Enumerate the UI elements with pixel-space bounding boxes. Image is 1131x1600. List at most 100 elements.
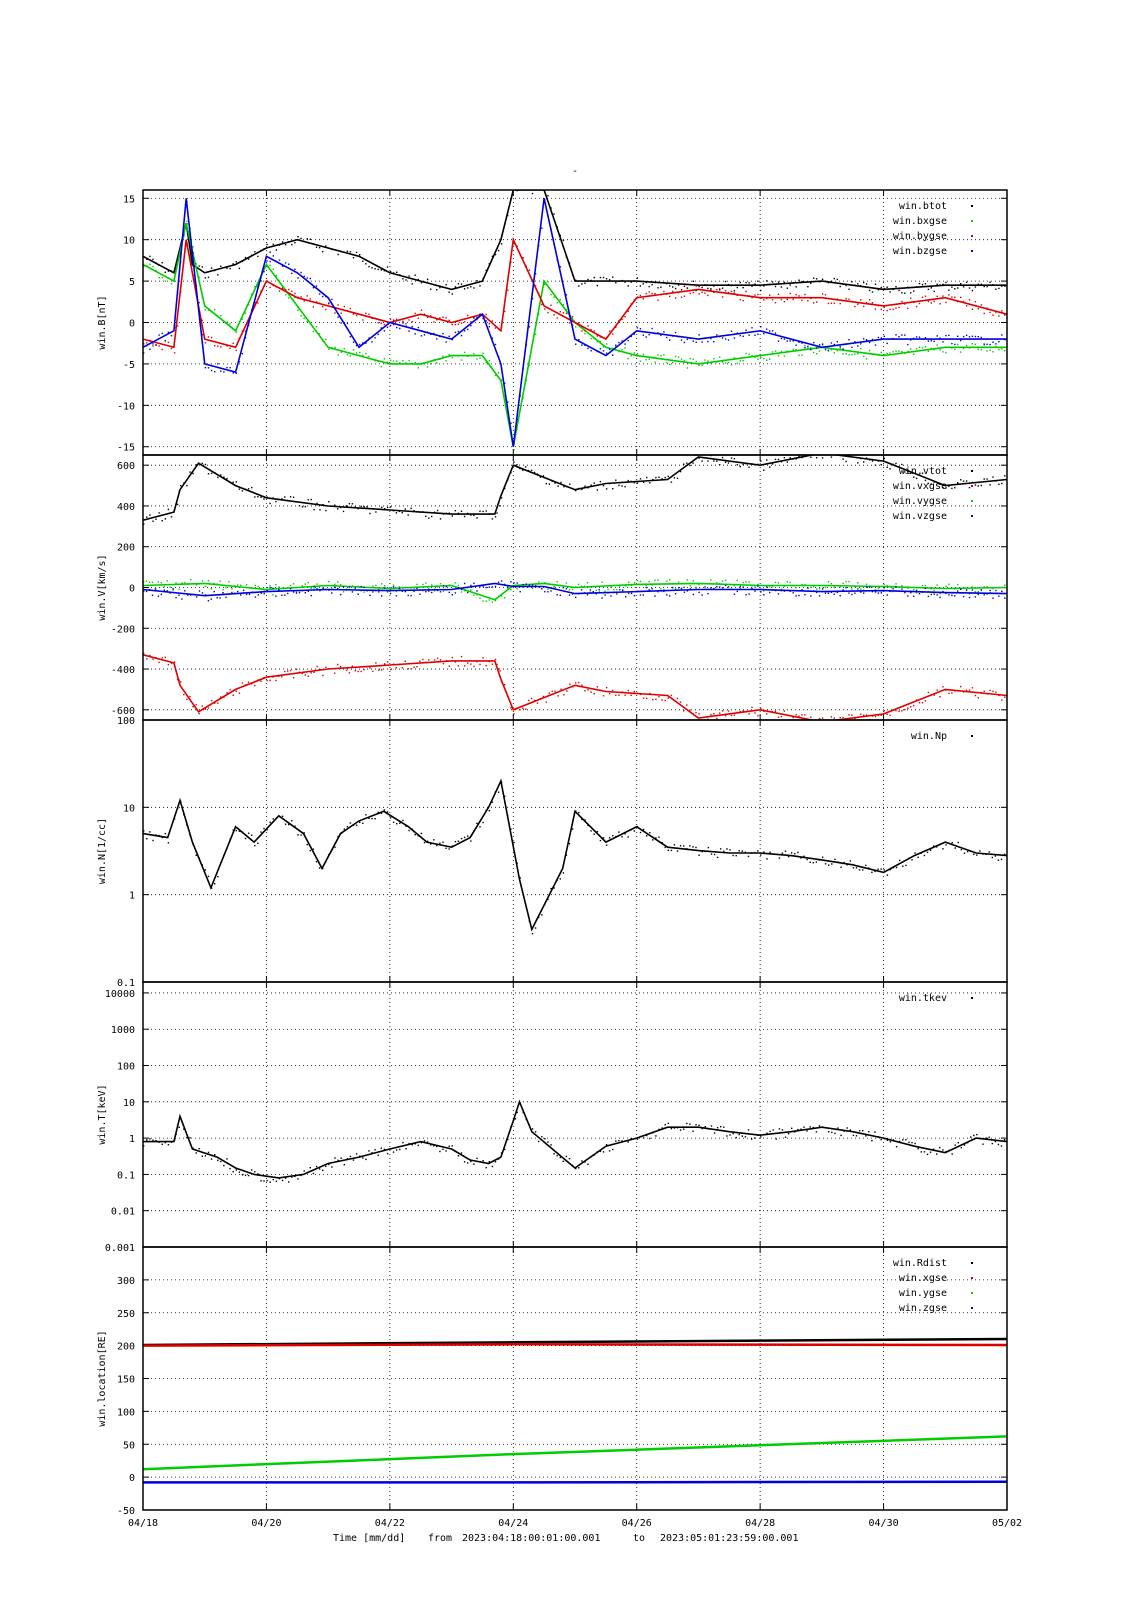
data-point <box>751 285 753 287</box>
data-point <box>618 831 620 833</box>
data-point <box>339 666 342 668</box>
data-point <box>404 660 406 662</box>
data-point <box>183 262 185 264</box>
data-point <box>848 354 850 356</box>
data-point <box>851 588 853 590</box>
data-point <box>965 281 968 283</box>
data-point <box>404 508 406 510</box>
data-point <box>754 590 756 592</box>
data-point <box>152 1139 154 1141</box>
data-point <box>451 293 453 295</box>
data-point <box>226 847 228 849</box>
data-point <box>724 338 727 340</box>
data-point <box>352 349 355 351</box>
data-point <box>232 1171 234 1173</box>
data-point <box>322 340 324 342</box>
data-point <box>769 283 771 285</box>
data-point <box>470 286 472 288</box>
data-point <box>760 460 762 462</box>
data-point <box>436 362 438 364</box>
data-point <box>809 1126 811 1128</box>
data-point <box>716 284 718 287</box>
data-point <box>851 300 853 303</box>
data-point <box>352 1159 355 1161</box>
data-point <box>207 707 210 709</box>
x-tick-label: 04/18 <box>128 1518 158 1529</box>
data-point <box>933 481 935 483</box>
data-point <box>810 282 812 284</box>
data-point <box>331 298 333 301</box>
data-point <box>833 717 835 719</box>
data-point <box>713 285 715 287</box>
data-point <box>575 279 577 281</box>
data-point <box>288 1181 290 1183</box>
data-point <box>225 596 227 598</box>
data-point <box>348 503 351 505</box>
data-point <box>918 282 921 285</box>
data-point <box>186 200 188 203</box>
data-point <box>173 508 176 511</box>
data-point <box>507 587 509 589</box>
data-point <box>374 1149 376 1151</box>
data-point <box>695 846 697 849</box>
data-point <box>757 1134 759 1136</box>
data-point <box>463 836 466 839</box>
data-point <box>519 408 521 411</box>
data-point <box>260 496 262 498</box>
data-point <box>739 465 741 468</box>
data-point <box>392 586 395 588</box>
data-point <box>247 324 250 326</box>
data-point <box>692 462 694 464</box>
data-point <box>359 1155 361 1157</box>
data-point <box>288 288 290 291</box>
data-point <box>328 854 330 856</box>
data-point <box>1001 590 1003 592</box>
data-point <box>198 265 200 267</box>
data-point <box>371 341 373 343</box>
data-point <box>439 842 441 844</box>
data-point <box>733 714 736 716</box>
data-point <box>698 293 700 295</box>
data-point <box>971 289 974 292</box>
data-point <box>525 708 527 710</box>
data-point <box>960 339 962 342</box>
data-point <box>812 1126 814 1129</box>
data-point <box>228 593 230 595</box>
data-point <box>845 460 847 463</box>
data-point <box>245 593 248 596</box>
data-point <box>874 283 877 285</box>
data-point <box>821 344 824 346</box>
data-point <box>158 834 160 837</box>
data-point <box>837 1127 839 1129</box>
data-point <box>488 810 490 812</box>
data-point <box>727 339 730 341</box>
data-point <box>911 859 913 861</box>
data-point <box>257 286 259 288</box>
data-point <box>240 584 242 586</box>
data-point <box>745 594 747 596</box>
data-point <box>621 279 623 282</box>
data-point <box>608 1150 611 1152</box>
data-point <box>151 594 154 596</box>
data-point <box>365 263 367 265</box>
data-point <box>170 270 173 272</box>
data-point <box>183 236 185 238</box>
data-point <box>584 282 586 284</box>
data-point <box>713 341 715 343</box>
data-point <box>551 480 553 482</box>
data-point <box>998 341 1000 343</box>
data-point <box>807 587 809 589</box>
data-point <box>408 330 410 332</box>
data-point <box>821 278 824 280</box>
panel-frame <box>142 1246 1008 1511</box>
y-tick-label: 0.1 <box>117 1170 135 1181</box>
data-point <box>348 672 351 674</box>
data-point <box>818 297 821 299</box>
data-point <box>686 1122 688 1125</box>
data-point <box>431 515 433 518</box>
data-point <box>298 505 301 507</box>
data-point <box>730 284 733 287</box>
data-point <box>528 1124 531 1126</box>
data-point <box>954 487 956 489</box>
data-point <box>801 354 803 356</box>
